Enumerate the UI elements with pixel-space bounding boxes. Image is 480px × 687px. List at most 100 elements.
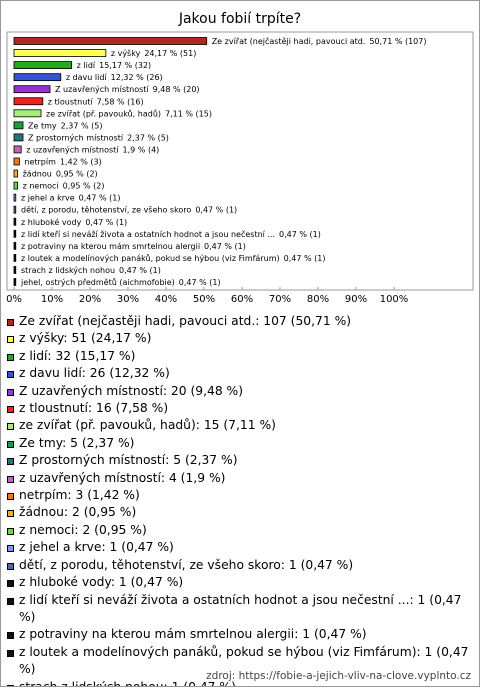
bar — [13, 278, 17, 286]
category-label: z loutek a modelínových panáků, pokud se… — [21, 252, 280, 262]
legend-swatch — [7, 684, 14, 686]
value-label: 0,47 % (1) — [79, 193, 121, 202]
legend-label: Z prostorných místností: 5 (2,37 %) — [19, 453, 238, 468]
legend-swatch — [7, 371, 14, 379]
legend-label: ze zvířat (př. pavouků, hadů): 15 (7,11 … — [19, 418, 276, 433]
legend-label: z loutek a modelínových panáků, pokud se… — [19, 644, 469, 677]
bar — [13, 49, 107, 57]
legend-label: z výšky: 51 (24,17 %) — [19, 331, 152, 346]
legend-item: žádnou: 2 (0,95 %) — [7, 504, 473, 521]
value-label: 1,42 % (3) — [60, 157, 102, 166]
value-label: 24,17 % (51) — [144, 49, 196, 58]
bar-label: Z prostorných místností 2,37 % (5) — [28, 133, 169, 142]
category-label: z hluboké vody — [21, 216, 82, 226]
legend-swatch — [7, 632, 14, 640]
value-label: 2,37 % (5) — [127, 133, 169, 142]
bar — [13, 205, 17, 214]
bar — [13, 37, 208, 45]
legend-label: Ze tmy: 5 (2,37 %) — [19, 435, 135, 450]
legend-swatch — [7, 319, 14, 326]
category-label: žádnou — [23, 169, 52, 178]
bar-label: z výšky 24,17 % (51) — [111, 48, 196, 58]
legend-item: z davu lidí: 26 (12,32 %) — [7, 365, 473, 382]
bar-label: jehel, ostrých předmětů (aichmofobie) 0,4… — [20, 277, 221, 287]
bar — [13, 121, 24, 130]
legend-item: z výšky: 51 (24,17 %) — [7, 330, 473, 347]
x-tick-label: 10% — [41, 294, 63, 305]
category-label: Z prostorných místností — [28, 133, 124, 142]
bar — [13, 133, 24, 142]
value-label: 9,48 % (20) — [153, 85, 200, 94]
value-label: 7,11 % (15) — [165, 109, 212, 118]
legend-label: z tloustnutí: 16 (7,58 %) — [19, 401, 169, 416]
bar-label: z hluboké vody 0,47 % (1) — [21, 216, 127, 226]
legend-item: z nemoci: 2 (0,95 %) — [7, 522, 473, 539]
bar-label: z nemoci 0,95 % (2) — [23, 181, 105, 190]
legend-item: Z prostorných místností: 5 (2,37 %) — [7, 452, 473, 469]
legend-item: Ze zvířat (nejčastěji hadi, pavouci atd.… — [7, 313, 473, 330]
bar — [13, 85, 51, 94]
legend-swatch — [7, 353, 14, 361]
bar-label: žádnou 0,95 % (2) — [23, 169, 98, 178]
legend-item: z loutek a modelínových panáků, pokud se… — [7, 644, 473, 679]
value-label: 12,32 % (26) — [111, 73, 163, 82]
legend-item: z jehel a krve: 1 (0,47 %) — [7, 539, 473, 556]
value-label: 0,47 % (1) — [179, 278, 221, 287]
category-label: dětí, z porodu, těhotenství, ze všeho sk… — [21, 204, 191, 214]
legend-item: Z uzavřených místností: 20 (9,48 %) — [7, 383, 473, 400]
legend-label: z jehel a krve: 1 (0,47 %) — [19, 540, 174, 555]
value-label: 0,47 % (1) — [119, 265, 161, 274]
value-label: 0,47 % (1) — [195, 205, 237, 214]
bar — [13, 97, 44, 106]
category-label: strach z lidských nohou — [21, 265, 115, 274]
category-label: Ze zvířat (nejčastěji hadi, pavouci atd. — [212, 36, 366, 46]
x-tick-label: 30% — [117, 294, 139, 305]
bar — [13, 193, 17, 202]
bar — [13, 266, 17, 274]
legend-label: z potraviny na kterou mám smrtelnou aler… — [19, 627, 367, 642]
chart: Jakou fobií trpíte? 0% 10% 20% 30% 40% 50% 60%… — [6, 11, 474, 305]
category-label: z lidí — [77, 61, 96, 70]
x-tick-label: 0% — [6, 294, 22, 305]
bar — [13, 217, 17, 226]
legend-swatch — [7, 475, 14, 483]
legend-swatch — [7, 388, 14, 396]
bar-label: z potraviny na kterou mám smrtelnou aler… — [21, 241, 246, 250]
legend-label: Ze zvířat (nejčastěji hadi, pavouci atd.… — [19, 314, 352, 328]
category-label: z davu lidí — [66, 73, 108, 82]
legend-label: netrpím: 3 (1,42 %) — [19, 488, 140, 503]
value-label: 0,95 % (2) — [63, 181, 105, 190]
legend-label: žádnou: 2 (0,95 %) — [19, 505, 137, 520]
legend-item: netrpím: 3 (1,42 %) — [7, 487, 473, 504]
legend-swatch — [7, 510, 14, 518]
category-label: z uzavřených místností — [26, 145, 119, 154]
legend-label: z hluboké vody: 1 (0,47 %) — [19, 575, 184, 590]
category-label: Z uzavřených místností — [55, 85, 149, 94]
legend-item: z hluboké vody: 1 (0,47 %) — [7, 574, 473, 591]
bar-label: strach z lidských nohou 0,47 % (1) — [21, 265, 161, 274]
bar — [13, 157, 20, 166]
legend-swatch — [7, 423, 14, 431]
legend-label: z davu lidí: 26 (12,32 %) — [19, 366, 170, 381]
category-label: z jehel a krve — [21, 193, 75, 202]
value-label: 0,95 % (2) — [56, 169, 98, 178]
bar — [13, 229, 17, 238]
value-label: 15,17 % (32) — [99, 61, 151, 70]
legend-swatch — [7, 458, 14, 466]
category-label: ze zvířat (př. pavouků, hadů) — [46, 108, 161, 118]
legend-item: dětí, z porodu, těhotenství, ze všeho sk… — [7, 557, 473, 574]
x-tick-label: 70% — [269, 294, 291, 305]
legend-label: z lidí: 32 (15,17 %) — [19, 348, 136, 363]
category-label: z lidí kteří si neváží života a ostatníc… — [21, 228, 275, 238]
legend-label: strach z lidských nohou: 1 (0,47 %) — [19, 679, 236, 687]
value-label: 0,47 % (1) — [279, 229, 321, 238]
source: zdroj: https://fobie-a-jejich-vliv-na-cl… — [206, 670, 471, 682]
x-tick-label: 90% — [345, 294, 367, 305]
x-tick-label: 100% — [380, 294, 409, 305]
category-label: z výšky — [111, 48, 141, 58]
value-label: 0,47 % (1) — [284, 253, 326, 262]
plot-frame — [6, 31, 474, 291]
legend-item: z lidí kteří si neváží života a ostatníc… — [7, 592, 473, 627]
bar-label: Z uzavřených místností 9,48 % (20) — [55, 85, 200, 94]
legend-item: z lidí: 32 (15,17 %) — [7, 348, 473, 365]
